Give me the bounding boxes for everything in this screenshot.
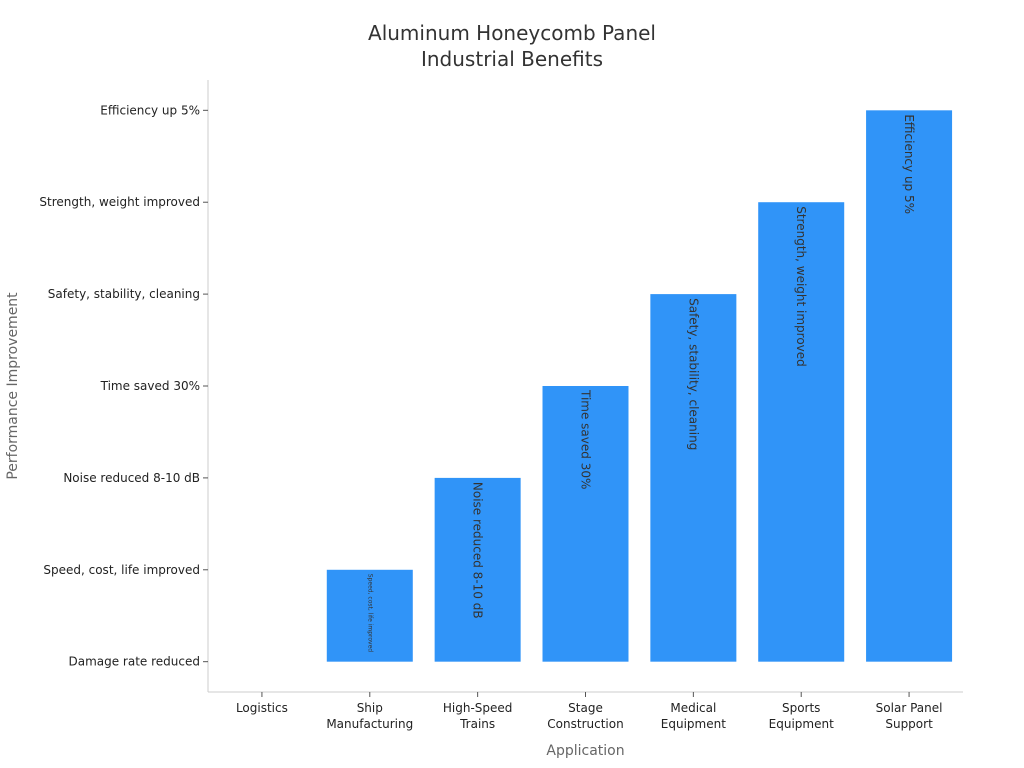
x-tick-label-line: Solar Panel	[876, 701, 943, 715]
chart-title-line: Aluminum Honeycomb Panel	[368, 21, 656, 45]
x-tick-label: Logistics	[236, 701, 288, 715]
x-tick-label-line: Trains	[459, 717, 495, 731]
bars-group	[326, 110, 953, 662]
y-tick-label: Time saved 30%	[100, 379, 200, 393]
x-tick-label: High-Speed Trains	[443, 701, 513, 731]
x-ticks-group: Logistics Ship Manufacturing High-Speed Trai…	[236, 692, 942, 731]
bar	[866, 110, 953, 662]
x-tick-label: Solar Panel Support	[876, 701, 943, 731]
x-tick-label-line: Support	[885, 717, 933, 731]
x-tick-label-line: Logistics	[236, 701, 288, 715]
y-tick-label: Noise reduced 8-10 dB	[63, 471, 200, 485]
x-tick-label: Ship Manufacturing	[326, 701, 413, 731]
bar-data-label: Time saved 30%	[579, 389, 593, 489]
y-ticks-group: Damage rate reduced Speed, cost, life imp…	[39, 103, 208, 669]
y-tick-label: Damage rate reduced	[68, 655, 200, 669]
bar	[542, 386, 629, 662]
x-tick-label-line: Sports	[782, 701, 820, 715]
x-tick-label: Sports Equipment	[769, 701, 834, 731]
bar-data-label: Safety, stability, cleaning	[686, 298, 700, 450]
bar-labels-group: Speed, cost, life improved Noise reduced …	[366, 114, 916, 652]
y-tick-label: Speed, cost, life improved	[43, 563, 200, 577]
bar	[758, 202, 845, 662]
x-tick-label-line: Equipment	[769, 717, 834, 731]
x-tick-label: Stage Construction	[547, 701, 623, 731]
x-tick-label-line: Manufacturing	[326, 717, 413, 731]
x-tick-label-line: Medical	[670, 701, 716, 715]
x-tick-label-line: Construction	[547, 717, 623, 731]
x-tick-label-line: Stage	[568, 701, 603, 715]
x-tick-label-line: Ship	[357, 701, 383, 715]
bar	[326, 569, 413, 662]
y-tick-label: Efficiency up 5%	[100, 103, 200, 117]
bar-data-label: Noise reduced 8-10 dB	[471, 482, 485, 619]
y-tick-label: Safety, stability, cleaning	[48, 287, 200, 301]
bar-data-label: Speed, cost, life improved	[366, 574, 373, 652]
y-axis-title: Performance Improvement	[5, 292, 21, 480]
bar-data-label: Efficiency up 5%	[902, 114, 916, 214]
y-tick-label: Strength, weight improved	[39, 195, 200, 209]
bar-data-label: Strength, weight improved	[794, 206, 808, 367]
bar	[650, 294, 737, 662]
chart-title-line: Industrial Benefits	[421, 47, 603, 71]
bar	[434, 477, 521, 662]
x-tick-label-line: Equipment	[661, 717, 726, 731]
x-tick-label-line: High-Speed	[443, 701, 513, 715]
x-tick-label: Medical Equipment	[661, 701, 726, 731]
x-axis-title: Application	[546, 743, 624, 759]
